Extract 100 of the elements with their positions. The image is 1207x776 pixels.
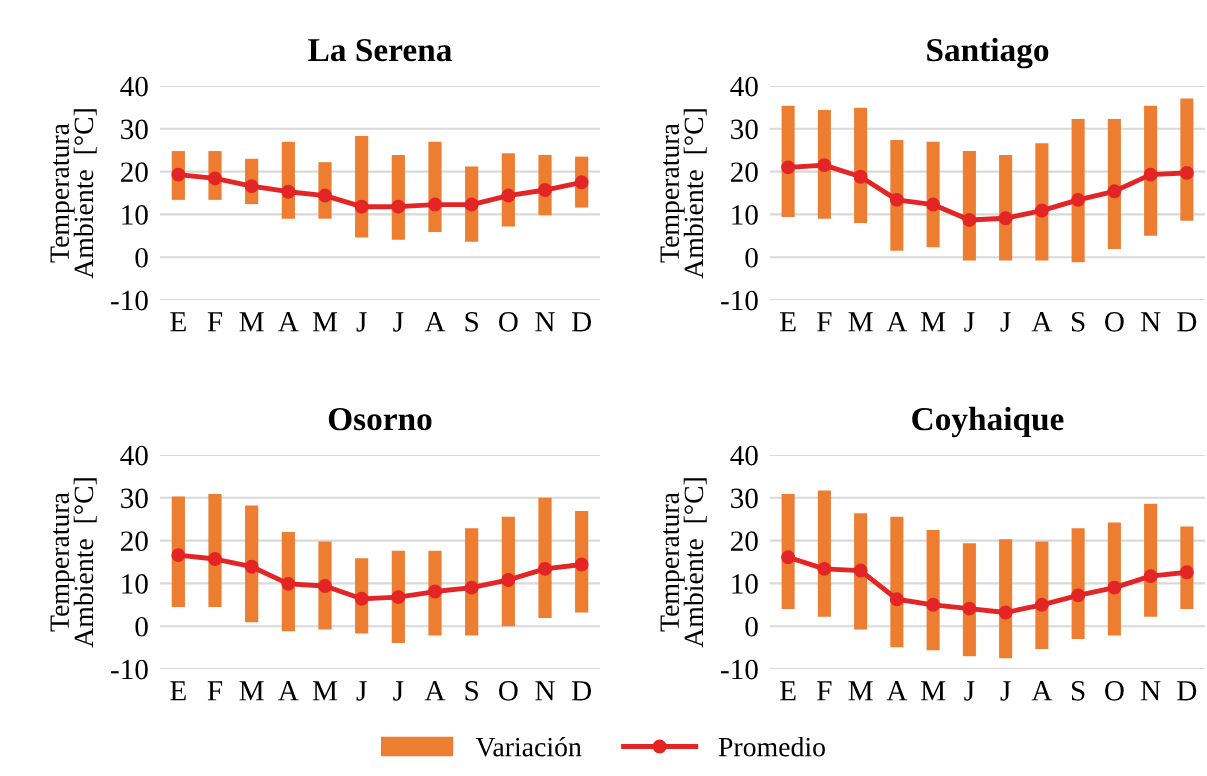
y-tick-label: 20 xyxy=(121,531,148,552)
x-tick-label: J xyxy=(1000,681,1011,701)
x-tick-label: J xyxy=(1000,312,1011,332)
y-tick-label: 20 xyxy=(121,162,148,183)
y-tick-label: 30 xyxy=(121,488,148,509)
point xyxy=(391,590,406,605)
bar xyxy=(538,497,552,619)
y-tick-label: -10 xyxy=(721,290,758,311)
bar xyxy=(781,493,795,610)
x-tick-label: J xyxy=(356,681,367,701)
bar xyxy=(890,516,904,648)
x-tick-label: J xyxy=(393,312,404,332)
x-tick-label: A xyxy=(886,312,908,332)
x-tick-label: E xyxy=(780,312,796,332)
point xyxy=(1107,580,1122,595)
y-tick-label: 40 xyxy=(120,445,148,466)
point xyxy=(962,601,977,616)
bar xyxy=(1144,105,1158,236)
point xyxy=(171,548,186,563)
chart-title: Coyhaique xyxy=(912,406,1064,438)
x-tick-label: M xyxy=(312,312,338,332)
x-tick-label: D xyxy=(571,681,592,701)
x-tick-label: M xyxy=(921,312,946,332)
point xyxy=(501,573,516,587)
x-tick-label: D xyxy=(1177,312,1197,332)
x-tick-label: N xyxy=(535,312,555,332)
y-tick-label: 30 xyxy=(731,119,758,140)
point xyxy=(1034,597,1049,612)
y-tick-label: -10 xyxy=(111,290,148,311)
x-tick-label: S xyxy=(465,312,478,332)
x-tick-label: F xyxy=(817,312,832,332)
x-tick-label: A xyxy=(886,681,908,701)
y-tick-label: 40 xyxy=(120,76,148,97)
y-tick-label: 10 xyxy=(122,574,148,594)
point xyxy=(354,199,369,214)
x-tick-label: D xyxy=(1177,681,1197,701)
x-tick-label: D xyxy=(571,312,592,332)
point xyxy=(889,592,904,607)
x-tick-label: S xyxy=(1071,312,1085,332)
point xyxy=(281,184,296,199)
chart-title: La Serena xyxy=(308,38,452,62)
point xyxy=(1143,569,1158,584)
y-tick-label: -10 xyxy=(111,659,148,680)
y-tick-label: 40 xyxy=(730,445,758,466)
point xyxy=(926,197,941,212)
point xyxy=(171,167,186,182)
x-tick-label: O xyxy=(1105,681,1124,701)
y-tick-label: 30 xyxy=(731,488,758,509)
x-tick-label: M xyxy=(921,681,946,701)
point xyxy=(574,557,589,572)
x-tick-label: F xyxy=(817,681,832,701)
point xyxy=(318,188,332,203)
point xyxy=(1071,588,1086,603)
point xyxy=(281,576,296,591)
point xyxy=(889,192,904,207)
x-tick-label: O xyxy=(499,312,518,332)
x-tick-label: E xyxy=(170,681,186,701)
x-tick-label: S xyxy=(1071,681,1085,701)
x-tick-label: A xyxy=(278,312,299,332)
y-tick-label: 30 xyxy=(121,119,148,140)
x-tick-label: M xyxy=(312,681,338,701)
chart-title: Osorno xyxy=(328,407,432,431)
point xyxy=(208,552,222,566)
chart-title: Santiago xyxy=(927,37,1049,69)
x-tick-label: J xyxy=(356,312,367,332)
x-tick-label: A xyxy=(278,681,299,701)
x-tick-label: F xyxy=(207,681,223,701)
bar xyxy=(1180,98,1194,221)
point xyxy=(1034,203,1049,218)
point xyxy=(1143,167,1158,182)
x-tick-label: M xyxy=(239,312,264,332)
y-axis-title: Temperatura Ambiente [°C] xyxy=(50,478,97,648)
point xyxy=(464,580,479,595)
x-tick-label: A xyxy=(424,312,446,332)
point xyxy=(962,213,977,227)
point xyxy=(538,183,552,197)
point xyxy=(464,197,479,212)
point xyxy=(354,591,369,606)
point xyxy=(781,160,796,175)
y-tick-label: -10 xyxy=(721,659,758,680)
point xyxy=(781,550,796,565)
y-tick-label: 0 xyxy=(745,616,758,637)
bar xyxy=(1107,118,1121,250)
point xyxy=(244,559,259,574)
x-tick-label: J xyxy=(393,681,404,701)
x-tick-label: E xyxy=(780,681,796,701)
x-tick-label: E xyxy=(170,312,186,332)
x-tick-label: O xyxy=(1105,312,1124,332)
y-tick-label: 20 xyxy=(731,531,758,552)
y-tick-label: 0 xyxy=(135,616,148,637)
point xyxy=(998,605,1013,620)
y-tick-label: 10 xyxy=(732,574,758,594)
point xyxy=(501,188,516,203)
x-tick-label: N xyxy=(1140,312,1161,332)
point xyxy=(1179,565,1194,580)
y-tick-label: 10 xyxy=(122,205,148,225)
x-tick-label: M xyxy=(848,681,873,701)
point xyxy=(244,179,259,194)
point xyxy=(208,171,222,186)
y-axis-title: Temperatura Ambiente [°C] xyxy=(660,478,707,648)
